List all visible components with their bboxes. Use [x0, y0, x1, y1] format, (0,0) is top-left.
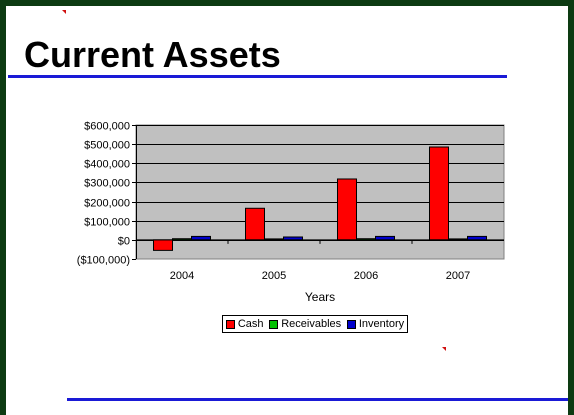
bar-inventory-2006 — [375, 235, 395, 241]
y-tick-label: $300,000 — [84, 178, 130, 190]
y-tick-label: $500,000 — [84, 140, 130, 152]
legend-label-inventory: Inventory — [358, 318, 405, 330]
corner-mark — [62, 10, 66, 14]
y-tick-label: $100,000 — [84, 217, 130, 229]
x-axis-ticks: 2004 2005 2006 2007 — [170, 239, 470, 282]
chart-legend: Cash Receivables Inventory — [222, 315, 408, 333]
x-tick-label: 2007 — [446, 270, 470, 282]
bar-inventory-2004 — [191, 235, 211, 241]
legend-label-receivables: Receivables — [281, 318, 342, 330]
legend-item-inventory: Inventory — [346, 318, 405, 330]
bars — [153, 146, 487, 251]
corner-mark — [442, 347, 446, 351]
bar-cash-2004 — [153, 239, 173, 251]
footer-rule — [67, 398, 568, 401]
bar-inventory-2007 — [467, 235, 487, 241]
x-tick-label: 2004 — [170, 270, 194, 282]
y-tick-label: $0 — [118, 236, 130, 248]
x-axis-title: Years — [305, 290, 335, 304]
y-axis-ticks: $600,000 $500,000 $400,000 $300,000 $200,000… — [77, 121, 136, 267]
y-tick-label: $600,000 — [84, 121, 130, 133]
x-tick-label: 2006 — [354, 270, 378, 282]
slide-title: Current Assets — [24, 34, 281, 75]
legend-item-receivables: Receivables — [269, 318, 341, 330]
legend-item-cash: Cash — [225, 318, 264, 330]
y-tick-label: ($100,000) — [77, 255, 130, 267]
bar-cash-2005 — [245, 207, 265, 241]
bar-cash-2006 — [337, 178, 357, 241]
y-tick-label: $400,000 — [84, 159, 130, 171]
title-underline — [8, 75, 507, 78]
legend-swatch-receivables — [269, 319, 279, 329]
bar-cash-2007 — [429, 146, 449, 241]
x-tick-label: 2005 — [262, 270, 286, 282]
legend-label-cash: Cash — [237, 318, 264, 330]
legend-swatch-cash — [225, 319, 235, 329]
y-tick-label: $200,000 — [84, 198, 130, 210]
legend-swatch-inventory — [346, 319, 356, 329]
